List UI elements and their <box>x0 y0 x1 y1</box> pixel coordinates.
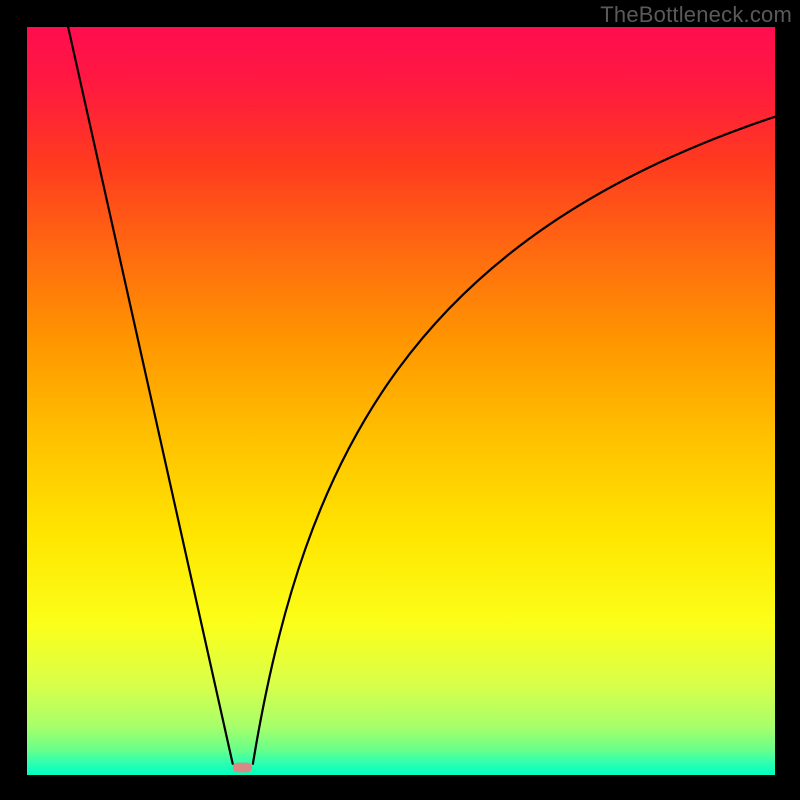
gradient-background <box>27 27 775 775</box>
notch-marker <box>233 763 252 773</box>
chart-stage: TheBottleneck.com <box>0 0 800 800</box>
watermark-text: TheBottleneck.com <box>600 2 792 28</box>
plot-area <box>27 27 775 775</box>
plot-svg <box>27 27 775 775</box>
